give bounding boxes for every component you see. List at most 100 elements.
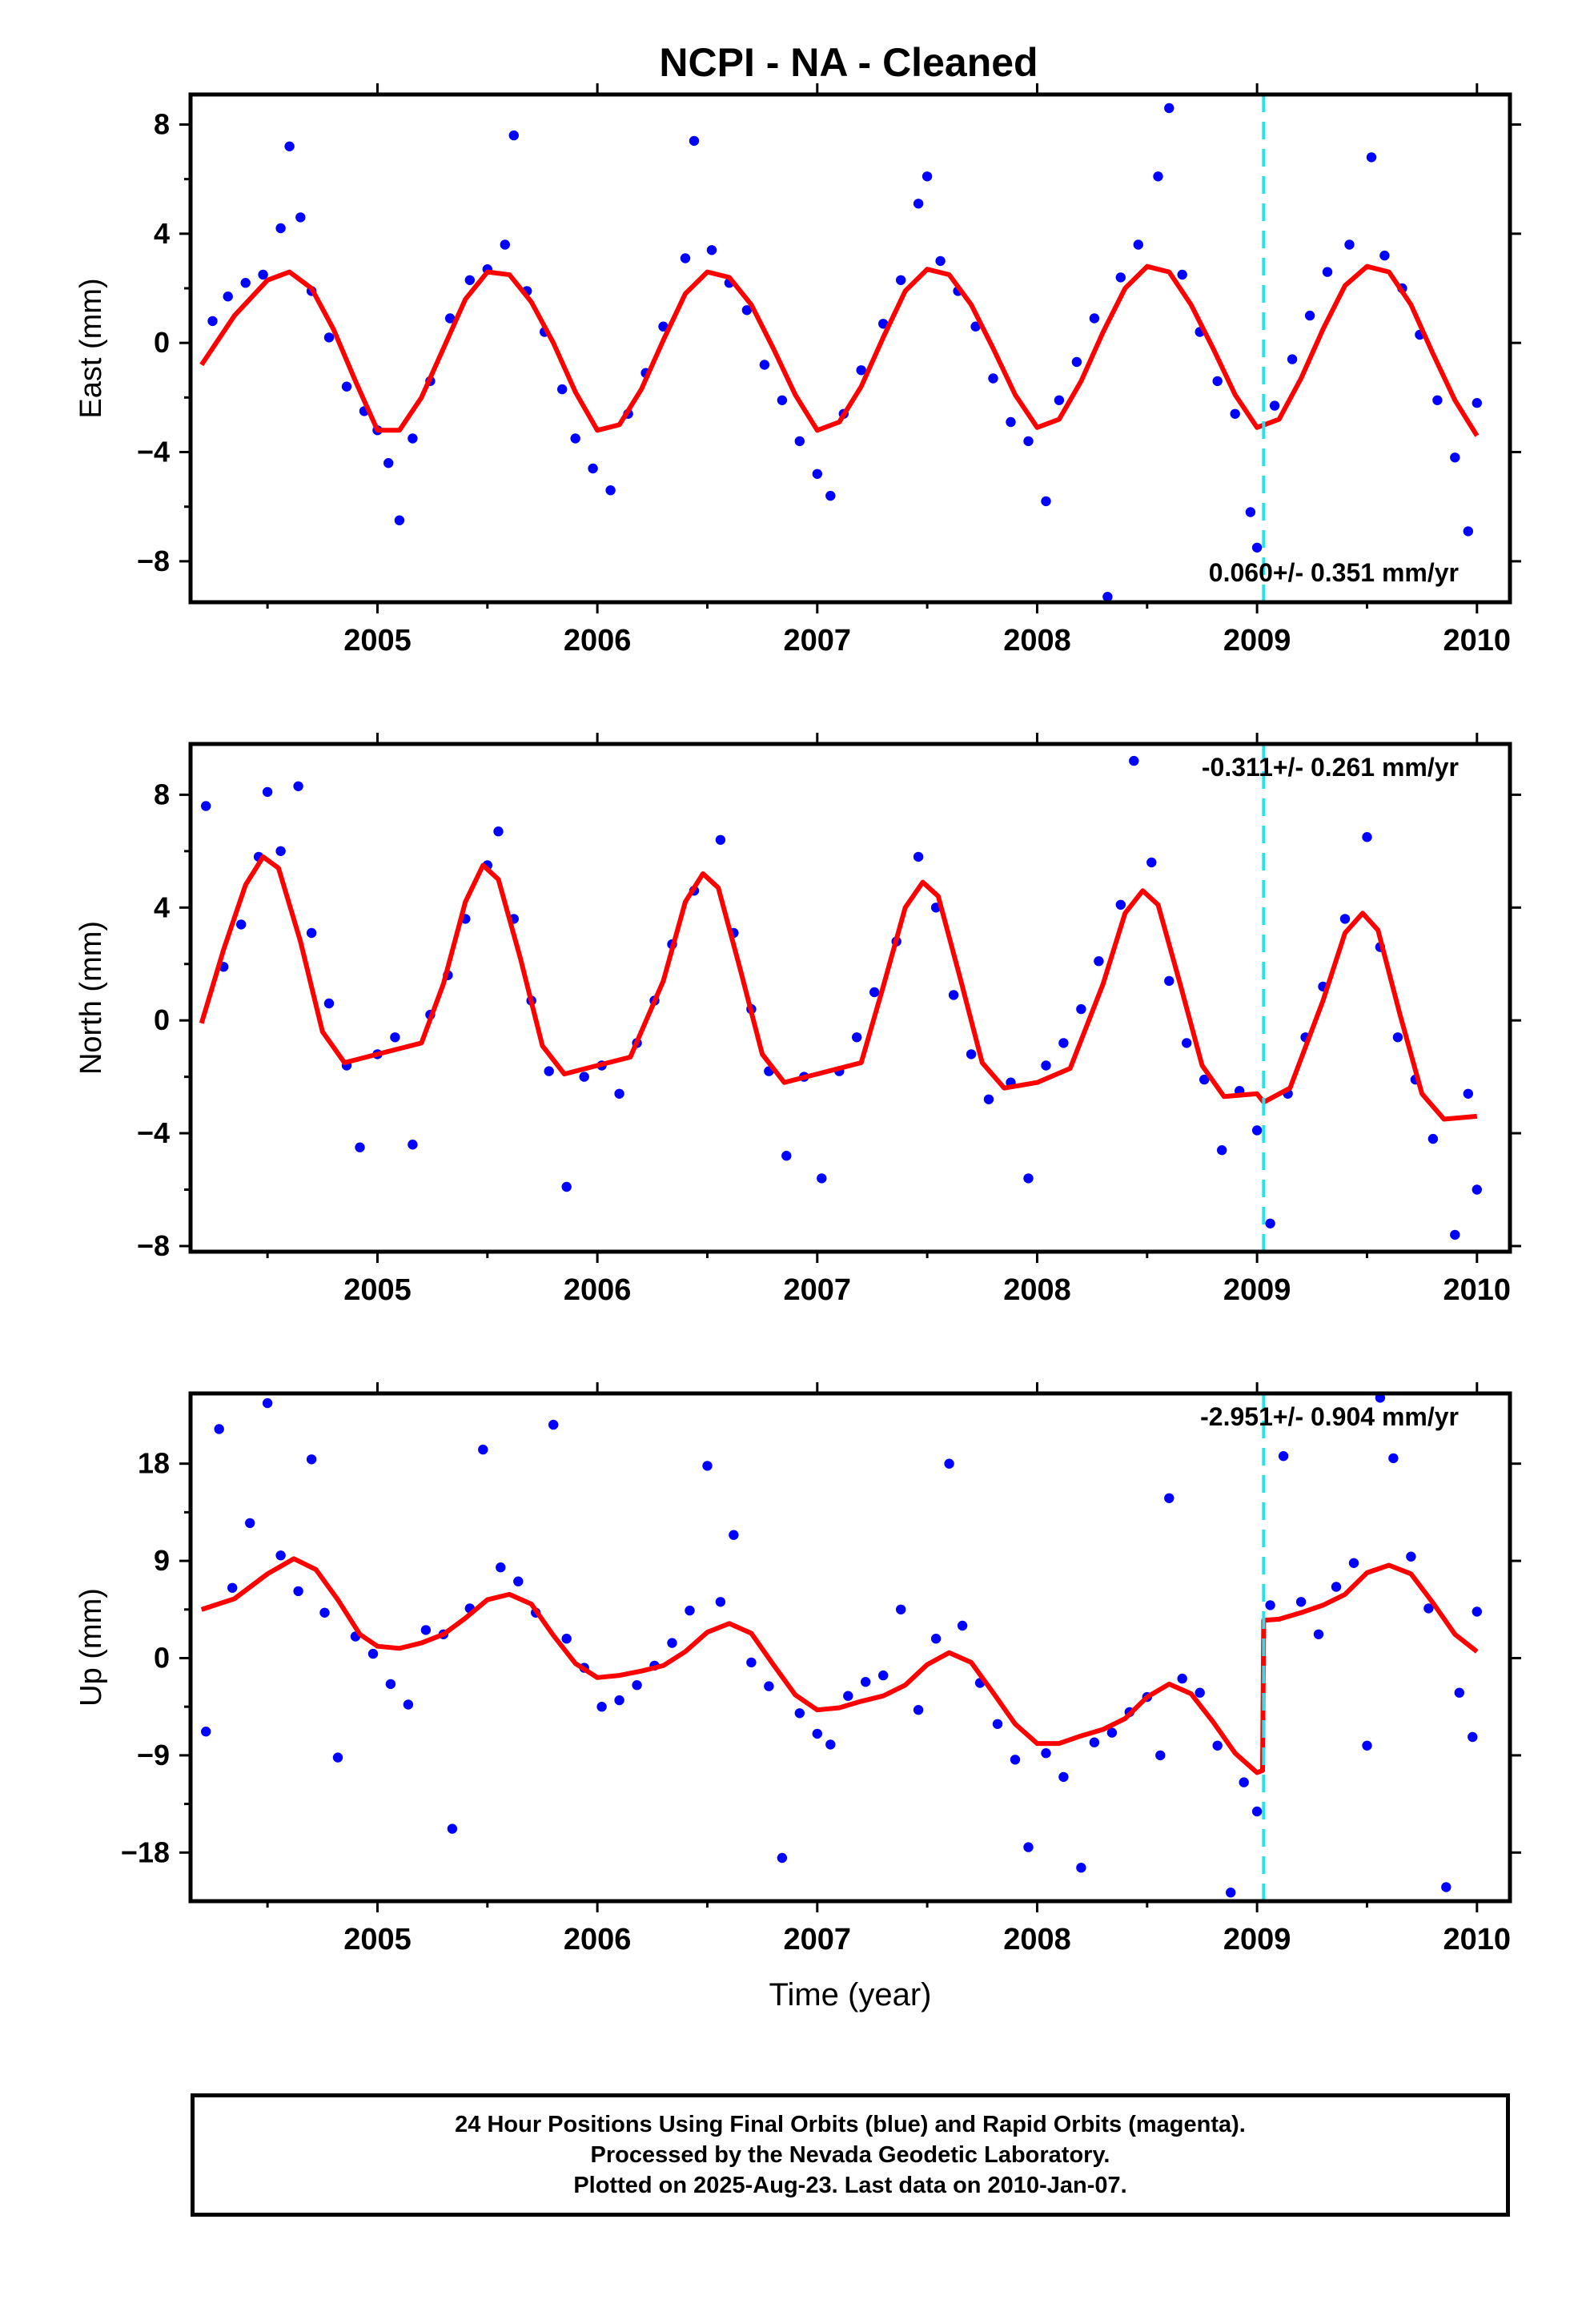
data-point <box>1454 1687 1465 1698</box>
data-point <box>1089 313 1100 324</box>
data-point <box>544 1066 554 1076</box>
y-tick-label: 4 <box>154 891 170 923</box>
y-tick-label: 9 <box>154 1544 170 1577</box>
data-point <box>557 384 568 395</box>
data-point <box>1058 1771 1069 1783</box>
data-point <box>306 927 317 939</box>
data-point <box>1468 1731 1478 1743</box>
data-point <box>293 781 303 791</box>
data-point <box>390 1032 400 1043</box>
y-axis-label: Up (mm) <box>74 1588 108 1707</box>
data-point <box>930 1634 942 1644</box>
data-point <box>341 381 352 392</box>
data-point <box>843 1691 853 1701</box>
x-tick-label: 2006 <box>564 1273 632 1307</box>
data-point <box>1265 1218 1275 1229</box>
data-point <box>306 1454 317 1465</box>
data-point <box>444 313 456 324</box>
data-point <box>1212 1740 1223 1751</box>
x-tick-label: 2009 <box>1223 1923 1291 1956</box>
data-point <box>262 1397 273 1409</box>
data-point <box>878 319 889 329</box>
data-point <box>1322 267 1333 277</box>
x-tick-label: 2009 <box>1223 1273 1291 1307</box>
data-point <box>240 278 251 288</box>
data-point <box>741 305 753 316</box>
data-point <box>1129 755 1139 766</box>
plot-frame <box>188 92 1512 605</box>
data-point <box>957 1620 968 1631</box>
data-point <box>1441 1882 1452 1892</box>
data-point <box>1287 354 1298 364</box>
model-curve <box>200 1556 1479 1775</box>
y-tick-label: 4 <box>154 217 170 250</box>
y-tick-label: −4 <box>137 1116 170 1149</box>
data-point <box>214 1424 224 1434</box>
data-point <box>614 1088 624 1100</box>
data-point <box>227 1582 238 1594</box>
data-point <box>777 1852 788 1864</box>
x-tick-label: 2010 <box>1443 1273 1512 1307</box>
data-point <box>223 292 233 302</box>
data-point <box>323 332 335 343</box>
data-point <box>1041 496 1051 507</box>
data-point <box>1472 1606 1483 1617</box>
data-point <box>1023 1842 1034 1852</box>
data-point <box>935 255 946 267</box>
data-point <box>1379 250 1390 261</box>
data-point <box>1212 376 1223 387</box>
plot-area <box>200 1393 1483 1901</box>
y-tick-label: −9 <box>137 1739 170 1771</box>
data-point <box>493 826 504 837</box>
data-point <box>1115 272 1126 283</box>
data-point <box>1226 1888 1236 1898</box>
data-point <box>275 223 286 234</box>
data-point <box>1058 1038 1069 1048</box>
data-point <box>1177 269 1187 280</box>
data-point <box>1133 239 1144 250</box>
data-point <box>715 834 726 846</box>
data-point <box>496 1562 506 1573</box>
x-tick-label: 2005 <box>343 1273 412 1307</box>
data-point <box>1313 1629 1324 1640</box>
data-point <box>1265 1600 1275 1610</box>
data-point <box>1182 1038 1192 1048</box>
data-point <box>1245 507 1256 517</box>
data-point <box>759 360 770 370</box>
data-point <box>420 1625 432 1635</box>
data-point <box>715 1597 726 1607</box>
data-point <box>447 1823 458 1834</box>
data-point <box>284 141 295 151</box>
plot-frame <box>188 1391 1512 1904</box>
data-point <box>275 1550 286 1561</box>
data-point <box>680 253 691 263</box>
data-point <box>1006 416 1016 428</box>
data-point <box>794 1708 805 1719</box>
data-point <box>236 919 247 930</box>
data-point <box>1366 152 1377 163</box>
data-point <box>1463 1088 1474 1100</box>
data-point <box>1362 832 1372 842</box>
model-curve <box>199 263 1480 437</box>
y-tick-label: 18 <box>138 1447 170 1480</box>
data-point <box>1115 899 1126 911</box>
data-point <box>561 1181 572 1192</box>
data-point <box>1023 1173 1034 1184</box>
data-point <box>685 1605 695 1616</box>
data-point <box>878 1670 889 1681</box>
data-point <box>548 1419 559 1430</box>
y-axis-label: East (mm) <box>74 278 108 418</box>
data-point <box>403 1699 414 1710</box>
data-point <box>706 245 717 255</box>
data-point <box>1155 1750 1166 1761</box>
x-tick-label: 2006 <box>564 624 632 657</box>
y-tick-label: −4 <box>137 436 170 468</box>
x-tick-label: 2010 <box>1443 624 1512 657</box>
data-point <box>1472 1184 1483 1195</box>
data-point <box>1362 1740 1372 1751</box>
panel-1: 8 4 0 −4 −8 2005 2006 2007 2008 2009 2010 East (mm)… <box>74 83 1521 657</box>
data-point <box>777 395 788 405</box>
data-point <box>781 1151 792 1161</box>
data-point <box>1472 398 1483 408</box>
